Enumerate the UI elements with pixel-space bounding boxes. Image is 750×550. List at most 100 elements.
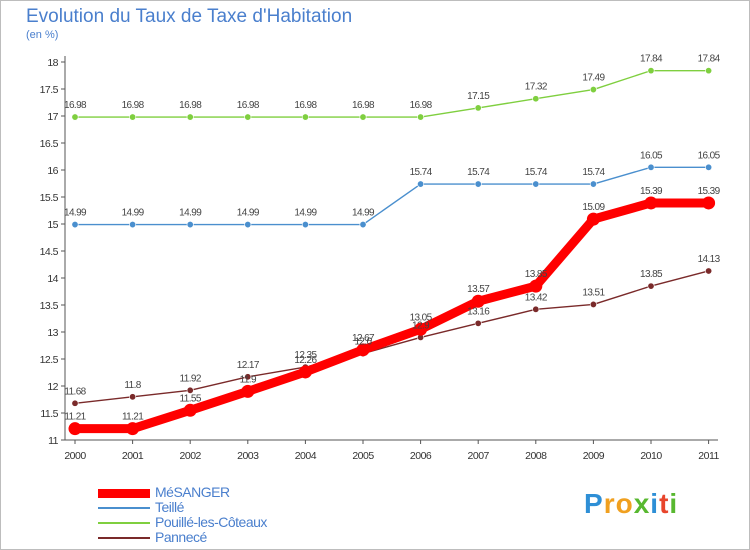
data-point — [532, 180, 540, 188]
data-label: 16.05 — [698, 150, 721, 161]
series-pannec- — [71, 267, 713, 407]
data-label: 14.99 — [352, 208, 375, 219]
series-line — [74, 166, 710, 226]
data-point — [529, 279, 543, 293]
axes: 11 11.5 12 12.5 13 13.5 14 14.5 15 15.5 16 16.5 17 17… — [40, 56, 720, 462]
logo-letter: i — [669, 488, 679, 519]
x-tick-label: 2008 — [525, 450, 547, 462]
data-labels: 11.21 11.21 11.55 11.9 12.26 12.67 13.05 13.57 1… — [64, 54, 721, 423]
data-point — [129, 113, 137, 121]
x-tick-label: 2000 — [64, 450, 86, 462]
data-label: 11.9 — [240, 374, 257, 385]
data-point — [647, 282, 655, 290]
data-label: 14.13 — [698, 254, 721, 265]
data-point — [356, 343, 370, 357]
y-tick-label: 13 — [47, 327, 58, 339]
x-tick-label: 2002 — [180, 450, 202, 462]
data-label: 14.99 — [294, 208, 317, 219]
y-tick-label: 18 — [47, 57, 58, 69]
y-tick-label: 11 — [48, 435, 59, 447]
data-label: 13.05 — [410, 312, 433, 323]
data-point — [71, 399, 79, 407]
x-tick-label: 2010 — [640, 450, 662, 462]
data-label: 15.74 — [410, 167, 433, 178]
data-point — [241, 384, 255, 398]
proxiti-logo: Proxiti — [584, 488, 678, 520]
data-label: 12.6 — [354, 337, 372, 348]
data-label: 13.42 — [525, 292, 548, 303]
y-tick-label: 14 — [47, 273, 58, 285]
data-label: 16.05 — [640, 150, 663, 161]
data-label: 12.17 — [237, 360, 260, 371]
data-point — [474, 104, 482, 112]
x-tick-label: 2004 — [295, 450, 317, 462]
y-tick-label: 17 — [47, 111, 58, 123]
data-label: 11.21 — [122, 412, 144, 423]
data-point — [414, 322, 428, 336]
data-point — [301, 113, 309, 121]
data-label: 13.16 — [467, 306, 490, 317]
data-point — [186, 113, 194, 121]
data-label: 16.98 — [122, 100, 145, 111]
y-tick-label: 16 — [47, 165, 58, 177]
data-label: 15.39 — [698, 186, 721, 197]
legend-swatch — [98, 507, 150, 509]
y-tick-label: 12.5 — [40, 354, 59, 366]
x-tick-label: 2003 — [237, 450, 259, 462]
data-point — [244, 373, 252, 381]
series-layer — [68, 67, 716, 436]
x-tick-label: 2009 — [583, 450, 605, 462]
data-point — [532, 95, 540, 103]
data-point — [589, 86, 597, 94]
data-point — [647, 67, 655, 75]
data-point — [702, 196, 716, 210]
data-label: 15.09 — [582, 202, 605, 213]
x-tick-label: 2007 — [468, 450, 490, 462]
data-label: 13.85 — [640, 269, 663, 280]
data-label: 15.74 — [582, 167, 605, 178]
data-point — [417, 113, 425, 121]
logo-letter: i — [650, 488, 660, 519]
data-label: 17.15 — [467, 91, 490, 102]
data-point — [589, 180, 597, 188]
logo-letter: o — [615, 488, 634, 519]
legend-label: MéSANGER — [155, 484, 230, 500]
y-tick-label: 15.5 — [40, 192, 59, 204]
chart-title: Evolution du Taux de Taxe d'Habitation — [26, 6, 353, 27]
data-point — [298, 365, 312, 379]
data-point — [705, 163, 713, 171]
data-point — [474, 319, 482, 327]
data-label: 16.98 — [64, 100, 87, 111]
data-label: 15.39 — [640, 186, 663, 197]
data-point — [126, 422, 140, 436]
data-point — [186, 386, 194, 394]
data-label: 12.26 — [294, 355, 317, 366]
x-tick-label: 2006 — [410, 450, 432, 462]
data-point — [417, 180, 425, 188]
legend-swatch — [98, 489, 150, 498]
y-tick-label: 14.5 — [40, 246, 59, 258]
data-label: 13.51 — [582, 287, 605, 298]
y-tick-label: 16.5 — [40, 138, 59, 150]
series-m-sanger — [68, 196, 716, 436]
logo-letter: r — [603, 488, 616, 519]
chart-subtitle: (en %) — [26, 29, 59, 41]
data-point — [532, 305, 540, 313]
data-point — [183, 403, 197, 417]
data-label: 12.67 — [352, 333, 375, 344]
data-point — [471, 294, 485, 308]
data-label: 13.85 — [525, 269, 548, 280]
data-label: 14.99 — [122, 208, 145, 219]
y-tick-label: 11.5 — [40, 408, 58, 420]
data-label: 16.98 — [294, 100, 317, 111]
data-label: 11.21 — [64, 412, 86, 423]
logo-letter: P — [584, 488, 604, 519]
data-label: 15.74 — [467, 167, 490, 178]
legend-label: Pannecé — [155, 529, 207, 545]
y-tick-label: 12 — [47, 381, 58, 393]
data-label: 12.35 — [294, 350, 317, 361]
data-point — [71, 113, 79, 121]
data-label: 11.68 — [64, 386, 86, 397]
